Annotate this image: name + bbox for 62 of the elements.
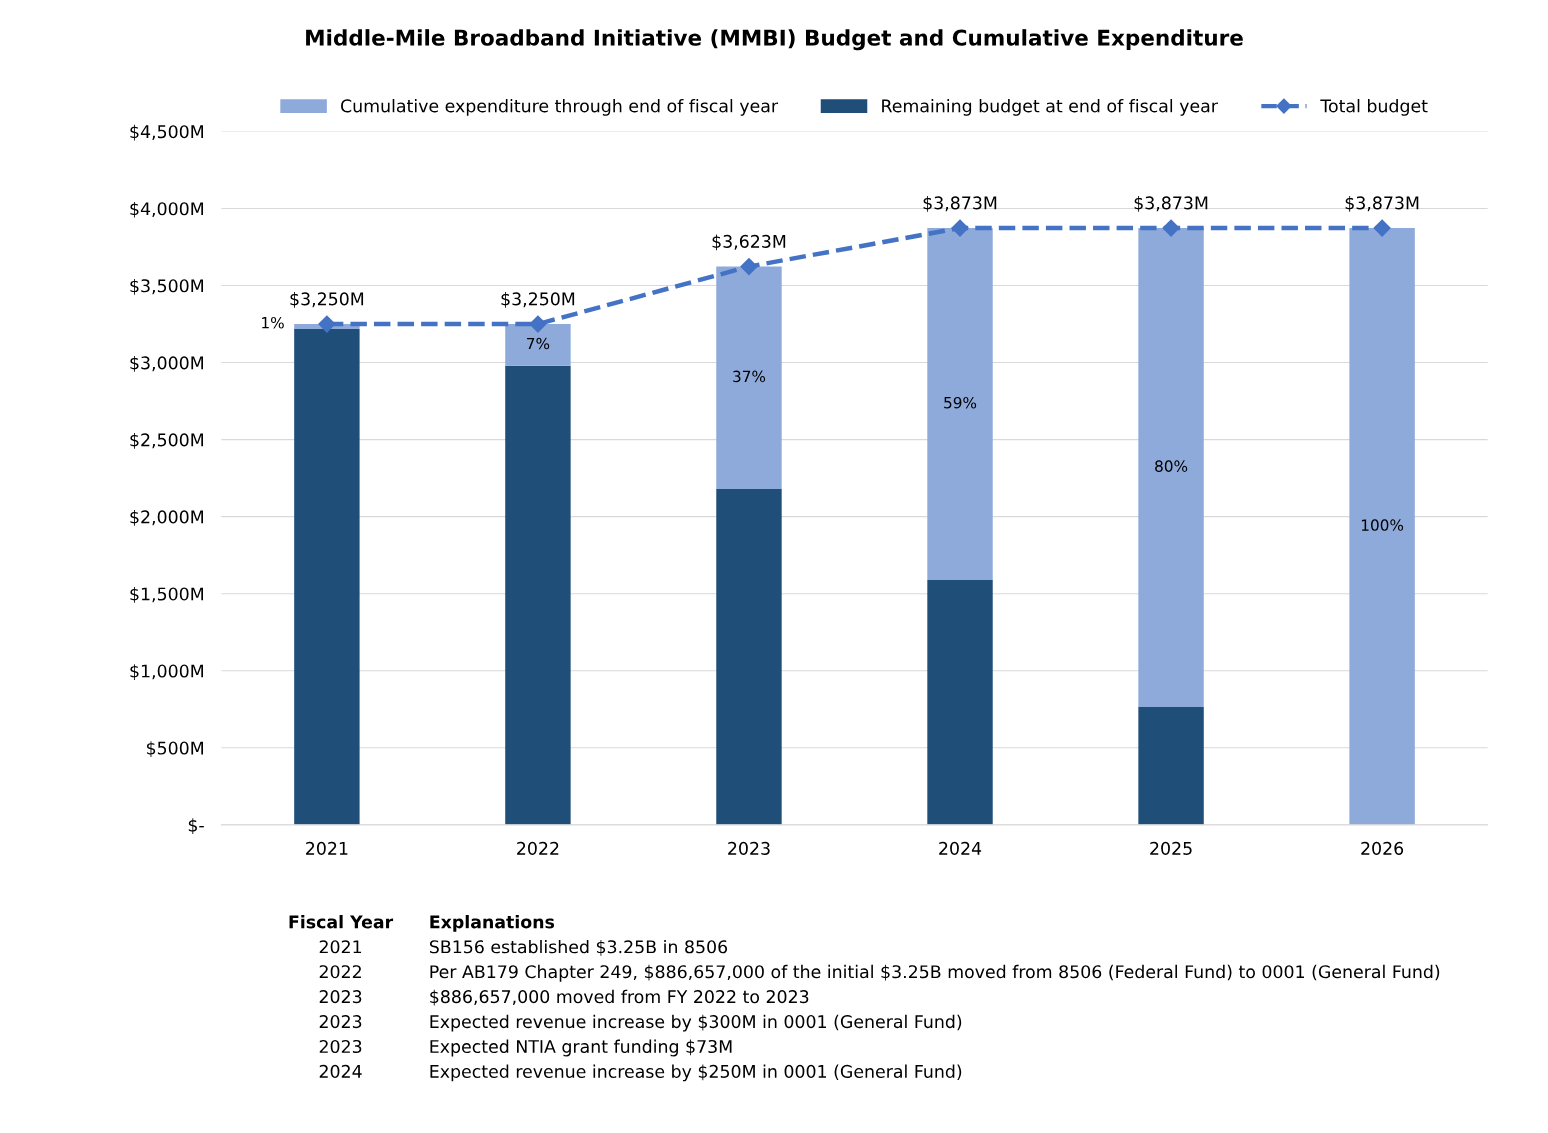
bar (927, 228, 993, 580)
x-tick-label: 2021 (306, 841, 348, 855)
text: Per AB179 Chapter 249, $886,657,000 of the initial $3.25B moved from 8506 (Federal Fund) to 0001 (General Fund) (430, 964, 1440, 982)
legend-label: Cumulative expenditure through end of fiscal year (341, 99, 779, 116)
x-tick-label: 2023 (728, 841, 770, 855)
point (1162, 219, 1180, 237)
bar (1349, 228, 1415, 825)
text: 2024 (319, 1064, 362, 1078)
text: SB156 established $3.25B in 8506 (429, 939, 728, 956)
text: 2023 (319, 1015, 362, 1029)
x-tick-label: 2025 (1150, 841, 1192, 855)
text: Explanations (430, 914, 555, 932)
bar (1138, 706, 1204, 825)
text: 2021 (319, 940, 362, 954)
y-tick-label: $3,500M (130, 278, 203, 295)
x-tick-label: 2022 (517, 841, 559, 855)
text: $886,657,000 moved from FY 2022 to 2023 (430, 989, 809, 1006)
data-label: $3,873M (923, 195, 997, 212)
annotation: 80% (1155, 460, 1188, 472)
text: 2022 (319, 965, 361, 979)
y-tick-label: $4,500M (130, 124, 203, 141)
point (318, 315, 336, 333)
point (529, 315, 547, 333)
legend-label: Remaining budget at end of fiscal year (882, 99, 1218, 116)
point (740, 258, 758, 276)
y-tick-label: $2,000M (130, 510, 203, 526)
y-tick-label: $2,500M (130, 433, 203, 449)
text: 2023 (319, 990, 362, 1004)
text: Fiscal Year (289, 914, 394, 929)
bar (294, 328, 360, 825)
text: Expected revenue increase by $250M in 0001 (General Fund) (430, 1064, 962, 1082)
bar (505, 324, 571, 366)
bar (505, 365, 571, 825)
x-tick-label: 2026 (1361, 841, 1404, 855)
annotation: 59% (944, 396, 977, 409)
data-label: $3,250M (290, 291, 364, 308)
bar (716, 266, 782, 489)
data-label: $3,623M (712, 234, 786, 251)
annotation: 100% (1361, 519, 1404, 531)
chart-title: Middle-Mile Broadband Initiative (MMBI) Budget and Cumulative Expenditure (306, 29, 1243, 51)
annotation: 1% (262, 316, 284, 329)
y-tick-label: $- (188, 818, 204, 834)
data-label: $3,250M (501, 291, 575, 308)
y-tick-label: $1,000M (130, 664, 203, 680)
legend-label: Total budget (1320, 99, 1428, 116)
y-tick-label: $500M (146, 741, 203, 757)
bar (1138, 228, 1204, 707)
y-tick-label: $1,500M (130, 587, 203, 603)
text: Expected NTIA grant funding $73M (430, 1039, 732, 1057)
annotation: 37% (733, 370, 766, 383)
text: 2023 (319, 1039, 362, 1054)
bar (716, 488, 782, 825)
bar (927, 579, 993, 825)
point (1373, 219, 1391, 237)
data-label: $3,873M (1345, 195, 1419, 212)
annotation: 7% (527, 337, 550, 350)
y-tick-label: $3,000M (130, 355, 203, 372)
x-tick-label: 2024 (939, 841, 982, 855)
point (951, 219, 969, 237)
data-label: $3,873M (1134, 195, 1208, 212)
text: Expected revenue increase by $300M in 0001 (General Fund) (430, 1014, 962, 1032)
y-tick-label: $4,000M (130, 201, 203, 218)
